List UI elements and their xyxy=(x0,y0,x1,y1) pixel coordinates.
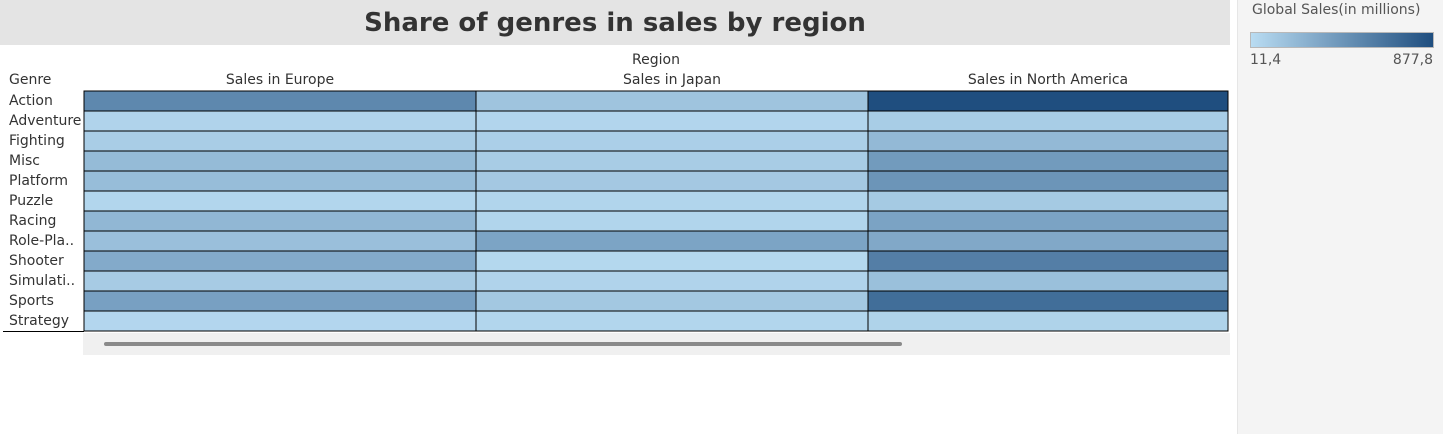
chart-title: Share of genres in sales by region xyxy=(364,7,866,38)
heatmap-cell[interactable] xyxy=(867,190,1229,212)
horizontal-scrollbar[interactable] xyxy=(83,333,1230,355)
heatmap-cell[interactable] xyxy=(867,250,1229,272)
heatmap-cell[interactable] xyxy=(83,230,477,252)
heatmap-grid xyxy=(3,90,1229,332)
row-label: Fighting xyxy=(9,133,65,149)
heatmap-cell[interactable] xyxy=(475,270,869,292)
heatmap-cell[interactable] xyxy=(83,250,477,272)
heatmap-cell[interactable] xyxy=(83,170,477,192)
column-header: Sales in Europe xyxy=(225,72,335,88)
heatmap-cell[interactable] xyxy=(475,210,869,232)
heatmap-cell[interactable] xyxy=(475,190,869,212)
legend-color-ramp xyxy=(1250,32,1434,48)
heatmap-cell[interactable] xyxy=(867,150,1229,172)
row-label: Adventure xyxy=(9,113,82,129)
column-header: Sales in Japan xyxy=(623,72,721,88)
heatmap-cell[interactable] xyxy=(83,210,477,232)
heatmap-cell[interactable] xyxy=(867,310,1229,332)
row-label: Sports xyxy=(9,293,54,309)
row-label: Strategy xyxy=(9,313,69,329)
row-label: Platform xyxy=(9,173,69,189)
heatmap-cell[interactable] xyxy=(83,90,477,112)
heatmap-cell[interactable] xyxy=(83,150,477,172)
scrollbar-thumb[interactable] xyxy=(104,342,902,346)
heatmap-cell[interactable] xyxy=(83,310,477,332)
heatmap-cell[interactable] xyxy=(475,290,869,312)
heatmap-cell[interactable] xyxy=(83,190,477,212)
heatmap-cell[interactable] xyxy=(475,230,869,252)
legend-title: Global Sales(in millions) xyxy=(1252,2,1421,18)
row-label: Role-Pla.. xyxy=(9,233,75,249)
heatmap-cell[interactable] xyxy=(475,250,869,272)
heatmap-cell[interactable] xyxy=(867,290,1229,312)
heatmap-cell[interactable] xyxy=(475,130,869,152)
title-bar: Share of genres in sales by region xyxy=(0,0,1230,45)
heatmap-cell[interactable] xyxy=(475,170,869,192)
heatmap-cell[interactable] xyxy=(83,110,477,132)
heatmap-cell[interactable] xyxy=(475,90,869,112)
heatmap-cell[interactable] xyxy=(867,90,1229,112)
column-group-label: Region xyxy=(632,52,680,68)
legend-min-label: 11,4 xyxy=(1250,52,1282,68)
heatmap-cell[interactable] xyxy=(83,270,477,292)
heatmap-cell[interactable] xyxy=(83,130,477,152)
row-label: Simulati.. xyxy=(9,273,76,289)
heatmap-cell[interactable] xyxy=(475,110,869,132)
heatmap-cell[interactable] xyxy=(83,290,477,312)
heatmap-cell[interactable] xyxy=(867,270,1229,292)
row-label: Racing xyxy=(9,213,57,229)
heatmap-cell[interactable] xyxy=(867,110,1229,132)
row-header-label: Genre xyxy=(9,72,52,88)
heatmap-cell[interactable] xyxy=(475,310,869,332)
column-header: Sales in North America xyxy=(967,72,1129,88)
row-label: Puzzle xyxy=(9,193,54,209)
legend-max-label: 877,8 xyxy=(1392,52,1433,68)
legend-panel: Global Sales(in millions) 11,4 877,8 xyxy=(1237,0,1443,434)
heatmap-cell[interactable] xyxy=(867,210,1229,232)
row-label: Misc xyxy=(9,153,40,169)
heatmap-cell[interactable] xyxy=(867,170,1229,192)
heatmap-cell[interactable] xyxy=(475,150,869,172)
row-label: Action xyxy=(9,93,53,109)
heatmap-cell[interactable] xyxy=(867,130,1229,152)
row-label: Shooter xyxy=(9,253,64,269)
heatmap-cell[interactable] xyxy=(867,230,1229,252)
